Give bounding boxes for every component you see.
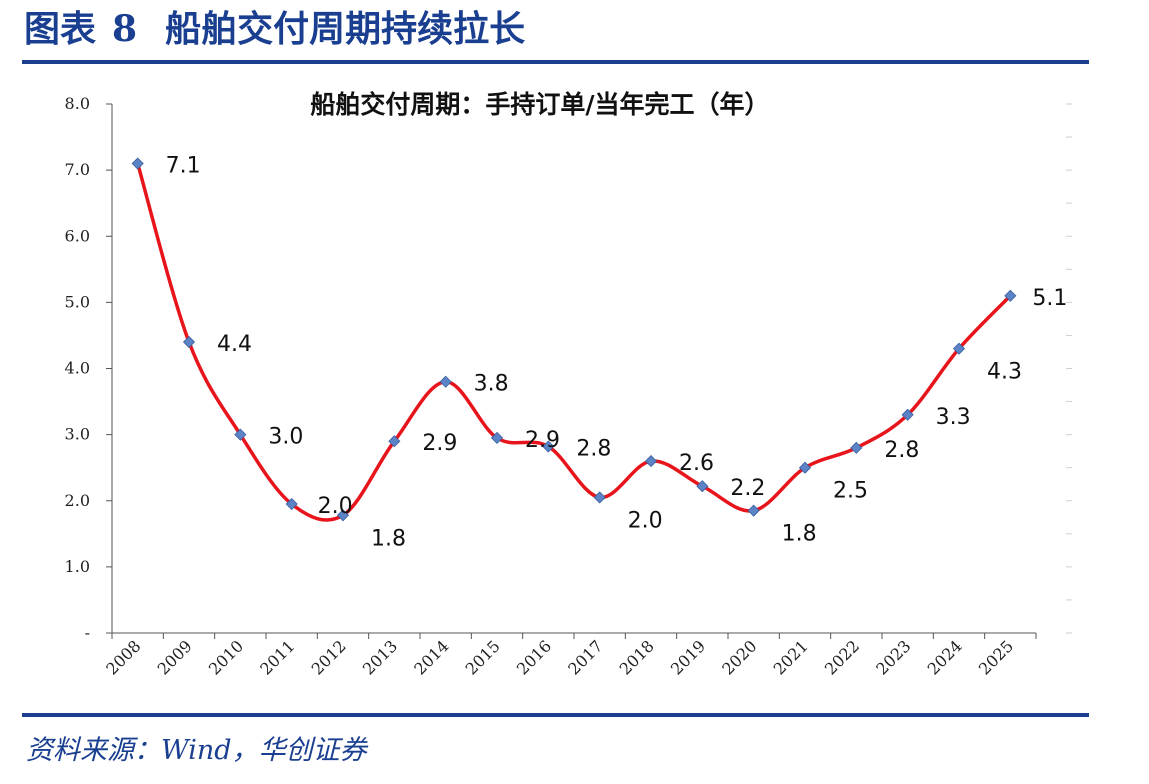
data-point xyxy=(234,428,247,441)
y-tick-label: 8.0 xyxy=(65,94,90,113)
x-tick-label: 2009 xyxy=(154,636,196,678)
x-tick-label: 2011 xyxy=(256,636,298,678)
y-tick-label: 1.0 xyxy=(65,557,90,576)
y-tick-label: 2.0 xyxy=(65,491,90,510)
x-tick-label: 2015 xyxy=(462,636,504,678)
y-tick-label: 3.0 xyxy=(65,425,90,444)
x-tick-label: 2019 xyxy=(667,636,709,678)
data-label: 3.0 xyxy=(268,425,303,450)
x-tick-label: 2020 xyxy=(718,636,760,678)
data-label: 5.1 xyxy=(1032,286,1067,311)
data-label: 2.9 xyxy=(525,428,560,453)
data-point xyxy=(285,497,298,511)
y-tick-label: 4.0 xyxy=(65,359,90,378)
footer-rule xyxy=(22,713,1089,717)
data-label: 7.1 xyxy=(166,154,201,179)
data-point xyxy=(182,335,196,349)
x-tick-label: 2017 xyxy=(564,636,606,678)
y-tick-label: 6.0 xyxy=(65,226,90,245)
x-tick-label: 2014 xyxy=(410,636,452,678)
data-label: 2.2 xyxy=(730,476,765,501)
x-tick-label: 2013 xyxy=(359,636,401,678)
data-label: 4.4 xyxy=(217,332,252,357)
x-tick-label: 2021 xyxy=(770,636,812,678)
data-label: 2.0 xyxy=(628,508,663,533)
figure-title: 图表 8 船舶交付周期持续拉长 xyxy=(24,4,525,54)
y-axis-ticks: - 1.0 2.0 3.0 4.0 5.0 6.0 7.0 8.0 xyxy=(65,94,112,642)
data-point xyxy=(901,408,914,421)
data-point xyxy=(490,431,504,444)
x-tick-label: 2018 xyxy=(616,636,658,678)
data-label: 2.8 xyxy=(884,438,919,463)
source-note: 资料来源：Wind，华创证券 xyxy=(26,735,367,766)
data-point xyxy=(388,435,401,448)
data-label: 2.0 xyxy=(318,494,353,519)
figure-label: 图表 xyxy=(24,8,97,50)
x-tick-label: 2012 xyxy=(308,636,350,678)
x-tick-label: 2025 xyxy=(975,636,1017,678)
data-point xyxy=(850,441,863,454)
data-label: 4.3 xyxy=(987,360,1022,385)
header-rule xyxy=(22,60,1089,64)
data-label: 1.8 xyxy=(371,526,406,551)
data-label: 3.3 xyxy=(936,405,971,430)
x-tick-label: 2023 xyxy=(872,636,914,678)
series-line xyxy=(135,163,1012,522)
data-point xyxy=(952,342,966,355)
right-axis-ticks xyxy=(1066,103,1072,634)
data-label: 2.6 xyxy=(679,451,714,476)
data-label: 2.8 xyxy=(576,437,611,462)
data-markers xyxy=(131,157,1017,522)
x-tick-label: 2022 xyxy=(821,636,863,678)
y-tick-label: 7.0 xyxy=(65,160,90,179)
data-point xyxy=(593,491,606,504)
x-tick-label: 2010 xyxy=(205,636,247,678)
data-label: 3.8 xyxy=(474,372,509,397)
data-point xyxy=(644,455,658,468)
figure-number: 8 xyxy=(112,8,138,50)
data-point xyxy=(336,509,350,522)
y-tick-label: 5.0 xyxy=(65,292,90,311)
x-tick-label: 2008 xyxy=(102,636,144,678)
data-point xyxy=(747,504,760,517)
data-point xyxy=(696,480,709,493)
data-labels: 7.1 4.4 3.0 2.0 1.8 2.9 3.8 2.9 2.8 2.0 2.6 2.2 1.8 2… xyxy=(166,154,1068,552)
data-point xyxy=(542,440,555,453)
x-tick-label: 2024 xyxy=(924,636,966,678)
data-point xyxy=(798,461,812,474)
data-point xyxy=(131,157,144,170)
x-axis-ticks: 2008 2009 2010 2011 2012 2013 2014 2015 2016 2017… xyxy=(102,633,1037,679)
x-tick-label: 2016 xyxy=(513,636,555,678)
y-tick-label: - xyxy=(85,623,90,642)
data-point xyxy=(439,375,452,388)
chart-title: 船舶交付周期：手持订单/当年完工（年） xyxy=(310,90,769,119)
data-point xyxy=(1004,289,1017,302)
data-label: 2.9 xyxy=(422,431,457,456)
data-label: 1.8 xyxy=(782,522,817,547)
figure-title-text: 船舶交付周期持续拉长 xyxy=(165,8,526,50)
data-label: 2.5 xyxy=(833,479,868,504)
